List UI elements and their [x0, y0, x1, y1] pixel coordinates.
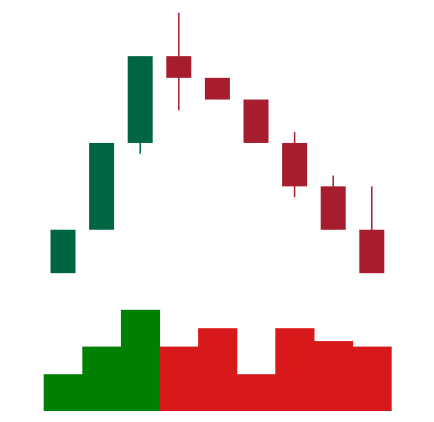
candle-6 [243, 99, 269, 143]
candle-7 [282, 132, 308, 198]
volume-bar-9 [352, 346, 392, 411]
candle-body [320, 186, 346, 230]
candle-1 [50, 229, 76, 274]
candle-body [89, 142, 115, 230]
volume-bar-2 [82, 346, 122, 411]
volume-bar-3 [120, 309, 161, 411]
volume-bar-5 [198, 328, 238, 411]
candle-3 [127, 56, 153, 154]
volume-layer [43, 309, 392, 411]
candle-5 [204, 77, 230, 100]
candle-body [166, 56, 192, 78]
candle-body [127, 56, 153, 143]
candle-body [243, 99, 269, 143]
candle-body [204, 77, 230, 100]
volume-bar-7 [275, 328, 315, 411]
candle-body [282, 142, 308, 187]
candle-2 [89, 142, 115, 230]
candle-9 [359, 186, 385, 274]
volume-bar-4 [159, 346, 199, 411]
volume-bar-8 [313, 341, 354, 411]
candles-layer [50, 12, 385, 274]
candle-8 [320, 175, 346, 230]
volume-bar-6 [236, 374, 276, 411]
volume-bar-1 [43, 374, 83, 411]
candle-body [50, 229, 76, 274]
candle-body [359, 229, 385, 274]
candle-4 [166, 12, 192, 111]
